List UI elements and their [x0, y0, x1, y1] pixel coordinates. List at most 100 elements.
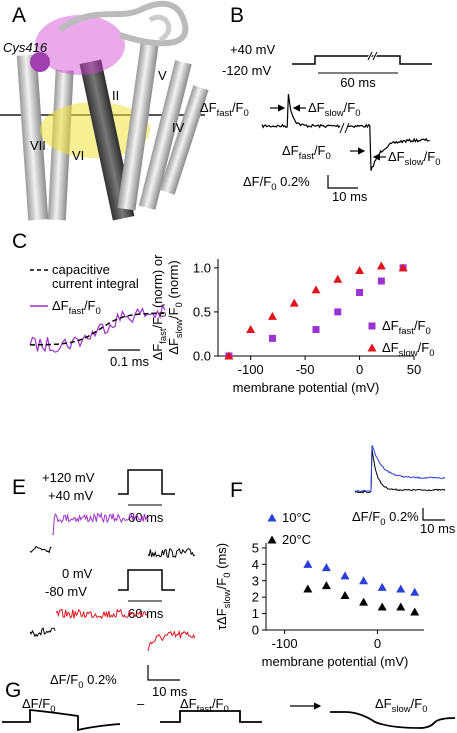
- text-part: ΔF: [200, 100, 217, 115]
- trace: [51, 511, 149, 535]
- trace: [354, 448, 446, 494]
- marker: [303, 584, 313, 593]
- marker: [246, 325, 256, 334]
- marker: [355, 265, 365, 274]
- text-part: 0: [271, 182, 276, 193]
- text-part: fast: [217, 108, 233, 119]
- marker: [224, 351, 234, 360]
- legend-marker: [267, 535, 277, 544]
- marker: [334, 308, 342, 316]
- x-tick-label: 50: [407, 362, 421, 377]
- trace-label: ΔFslow/F0: [388, 149, 441, 168]
- equation-operator: –: [137, 696, 145, 711]
- text-part: /F: [84, 298, 96, 313]
- legend-marker: [367, 343, 377, 352]
- panel-letter: C: [12, 230, 27, 253]
- text-part: ΔF/F: [22, 696, 50, 711]
- scale-label: ΔF/F0 0.2%: [50, 672, 117, 691]
- panel-letter: E: [12, 476, 26, 499]
- text-part: ΔF: [52, 298, 69, 313]
- voltage-label: +120 mV: [42, 470, 95, 485]
- trace-label: ΔFslow/F0: [308, 100, 361, 119]
- legend-label: 10°C: [282, 510, 311, 525]
- text-part: ΔF: [375, 696, 392, 711]
- marker: [359, 576, 369, 585]
- helix-label: VII: [30, 138, 46, 153]
- helix-label: V: [158, 68, 167, 83]
- legend-label: 20°C: [282, 532, 311, 547]
- text-part: 0.2%: [385, 509, 419, 524]
- x-tick-label: -100: [272, 636, 298, 651]
- text-part: ΔF: [150, 344, 165, 361]
- marker: [321, 581, 331, 590]
- schematic-trace: [2, 709, 121, 732]
- marker: [396, 584, 406, 593]
- schematic-trace: [330, 711, 456, 729]
- legend-label: ΔFslow/F0: [382, 340, 435, 359]
- voltage-label: +40 mV: [48, 488, 93, 503]
- text-part: 0: [422, 704, 427, 715]
- marker: [340, 591, 350, 600]
- schematic-trace: [160, 710, 262, 723]
- legend-label: ΔFfast/F0: [52, 298, 101, 317]
- structure-drawing: [0, 0, 209, 221]
- break-mark: [339, 122, 350, 134]
- text-part: 0: [78, 680, 83, 691]
- x-tick-label: 0: [374, 636, 381, 651]
- text-part: 0: [326, 151, 331, 162]
- marker: [398, 263, 408, 272]
- text-part: /F: [214, 578, 229, 590]
- text-part: /F: [166, 307, 181, 319]
- y-tick-label: 4: [252, 557, 259, 572]
- text-part: fast: [69, 306, 85, 317]
- text-part: fast: [197, 704, 213, 715]
- text-part: ΔF/F: [352, 509, 380, 524]
- trace: [346, 123, 430, 171]
- y-axis-label: ΔFfast/F0 (norm) or: [150, 254, 169, 361]
- y-tick-label: 0: [252, 623, 259, 638]
- text-part: slow: [392, 704, 411, 715]
- marker: [377, 602, 387, 611]
- marker: [268, 334, 276, 342]
- text-part: fast: [399, 326, 415, 337]
- trace: [147, 629, 196, 652]
- marker: [376, 261, 386, 270]
- marker: [377, 277, 385, 285]
- text-part: 0: [158, 312, 169, 317]
- x-axis-label: membrane potential (mV): [262, 654, 409, 669]
- scale-label: 10 ms: [332, 189, 368, 204]
- text-part: 0: [96, 306, 101, 317]
- text-part: 0: [435, 157, 440, 168]
- text-part: fast: [299, 151, 315, 162]
- helix-label: IV: [172, 120, 185, 135]
- text-part: /F: [411, 696, 423, 711]
- marker: [321, 563, 331, 572]
- text-part: /F: [212, 696, 224, 711]
- marker: [356, 289, 364, 297]
- text-part: /F: [232, 100, 244, 115]
- panel-letter: F: [230, 479, 243, 502]
- trace: [29, 303, 166, 353]
- residue-label: Cys416: [3, 40, 48, 55]
- trace: [30, 312, 164, 346]
- text-part: /F: [418, 340, 430, 355]
- text-part: ΔF: [388, 149, 405, 164]
- x-tick-label: 0: [356, 362, 363, 377]
- text-part: 0: [244, 108, 249, 119]
- marker: [410, 587, 420, 596]
- y-axis-label: τΔFslow/F0 (ms): [214, 543, 233, 630]
- y-tick-label: 3: [252, 573, 259, 588]
- scale-label: ΔF/F0 0.2%: [243, 174, 310, 193]
- protocol-lines: [118, 51, 432, 602]
- marker: [267, 311, 277, 320]
- y-tick-label: 0.5: [193, 304, 211, 319]
- trace: [29, 627, 56, 638]
- scale-label: 0.1 ms: [110, 354, 150, 369]
- marker: [311, 285, 321, 294]
- y-axis-label: ΔFslow/F0 (norm): [166, 260, 185, 354]
- marker: [333, 274, 343, 283]
- marker: [340, 571, 350, 580]
- text-part: slow: [174, 319, 185, 338]
- panel-letter: B: [230, 4, 244, 27]
- voltage-label: +40 mV: [230, 42, 275, 57]
